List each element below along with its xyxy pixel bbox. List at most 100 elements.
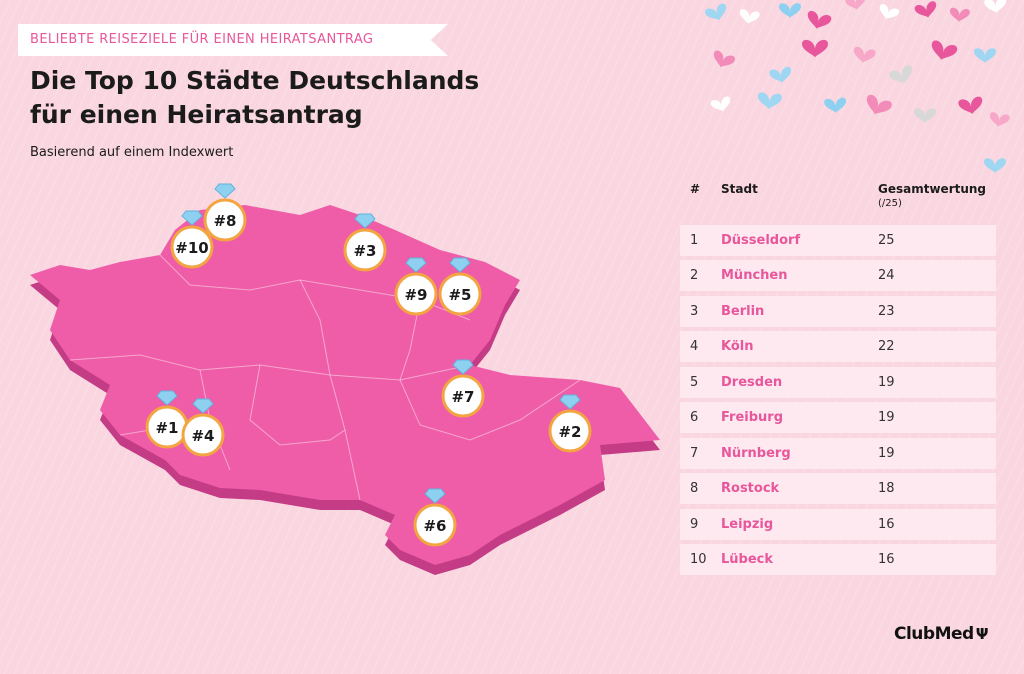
map-marker: #4 [181,398,225,457]
heart-icon [769,66,792,83]
row-score: 25 [878,232,895,248]
table-row: 3 Berlin 23 [680,295,996,327]
heart-icon [974,48,996,64]
header-rank: # [690,182,701,196]
heart-icon [914,1,937,18]
row-rank: 8 [690,481,699,496]
heart-icon [757,92,782,110]
germany-map: #1 #2 #3 #4 #5 #6 #7 #8 #9 #10 [30,183,660,575]
header-score: Gesamtwertung (/25) [878,182,986,209]
heart-icon [713,50,735,68]
row-rank: 7 [690,445,699,461]
heart-icon [914,108,936,124]
marker-label: #6 [423,517,446,535]
table-row: 2 München 24 [680,260,996,291]
ring-circle [438,272,482,316]
row-rank: 2 [690,268,699,283]
row-city: Berlin [721,303,765,319]
row-score: 16 [878,552,895,567]
row-city: Köln [721,339,754,354]
diamond-icon [181,210,203,226]
map-marker: #3 [343,213,387,272]
marker-label: #7 [451,388,474,406]
diamond-icon [156,390,178,406]
heart-icon [866,94,892,115]
heart-icon [705,3,727,21]
ribbon-text: BELIEBTE REISEZIELE FÜR EINEN HEIRATSANT… [30,32,374,47]
ring-circle [441,374,485,418]
header-score-label: Gesamtwertung [878,182,987,196]
map-marker: #9 [394,257,438,316]
page-title: Die Top 10 Städte Deutschlands für einen… [30,66,480,129]
ring-circle [181,413,225,457]
marker-label: #10 [175,239,208,257]
row-rank: 10 [690,552,707,567]
logo-text: ClubMed [894,624,974,644]
table-row: 6 Freiburg 19 [680,402,996,433]
trident-icon: Ψ [975,625,989,643]
table-row: 8 Rostock 18 [680,473,996,504]
row-city: Freiburg [721,410,784,425]
map-marker: #10 [170,210,214,269]
ranking-table: # Stadt Gesamtwertung (/25) 1 Düsseldorf 2… [680,180,996,575]
page-subtitle: Basierend auf einem Indexwert [30,145,234,160]
row-score: 19 [878,410,895,425]
diamond-icon [405,257,427,273]
heart-icon [853,46,876,63]
diamond-icon [214,183,236,199]
row-rank: 4 [690,339,699,354]
heart-icon [984,158,1006,174]
row-score: 19 [878,445,895,461]
row-city: Dresden [721,374,783,390]
heart-icon [802,39,828,58]
map-marker: #1 [145,390,189,449]
heart-icon [710,96,731,112]
map-marker: #5 [438,257,482,316]
heart-icon [807,10,832,29]
row-city: Rostock [721,481,780,496]
row-city: München [721,268,788,283]
table-row: 5 Dresden 19 [680,366,996,398]
map-shape [30,205,660,575]
hearts-decoration [705,0,1010,174]
row-city: Lübeck [721,552,774,567]
diamond-icon [354,213,376,229]
ring-circle [413,503,457,547]
row-rank: 1 [690,232,699,248]
map-marker: #2 [548,394,592,453]
marker-label: #3 [353,242,376,260]
row-rank: 6 [690,410,699,425]
marker-label: #8 [213,212,236,230]
row-score: 18 [878,481,895,496]
heart-icon [824,97,847,114]
ring-circle [343,228,387,272]
clubmed-logo: ClubMed Ψ [894,624,988,644]
header-score-unit: (/25) [878,198,902,209]
row-score: 22 [878,339,895,354]
row-score: 23 [878,303,895,319]
heart-icon [989,112,1010,127]
row-score: 24 [878,268,895,283]
heart-icon [984,0,1007,14]
diamond-icon [192,398,214,414]
table-row: 10 Lübeck 16 [680,544,996,575]
diamond-icon [424,488,446,504]
table-row: 9 Leipzig 16 [680,508,996,540]
row-score: 19 [878,374,895,390]
heart-icon [845,0,866,10]
row-score: 16 [878,516,895,532]
diamond-icon [449,257,471,273]
map-marker: #6 [413,488,457,547]
heart-icon [879,3,900,20]
row-city: Düsseldorf [721,232,801,248]
row-city: Nürnberg [721,445,791,461]
row-rank: 3 [690,303,699,319]
header-city: Stadt [721,182,758,196]
header-ribbon: BELIEBTE REISEZIELE FÜR EINEN HEIRATSANT… [18,24,448,56]
ring-circle [548,409,592,453]
marker-label: #4 [191,427,214,445]
table-header: # Stadt Gesamtwertung (/25) [680,180,996,220]
ring-circle [203,198,247,242]
heart-icon [931,40,958,61]
marker-label: #1 [155,419,178,437]
